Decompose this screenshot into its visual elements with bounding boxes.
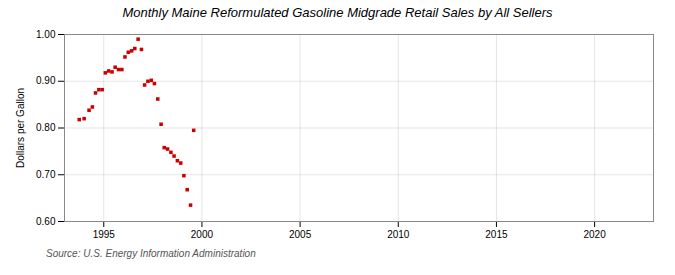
- html-text:Source: U.S. Energy Informatio: Source: U.S. Energy Information Administ…: [46, 248, 256, 259]
- svg-text:1995: 1995: [93, 229, 116, 240]
- svg-text:2010: 2010: [387, 229, 410, 240]
- svg-text:0.90: 0.90: [36, 75, 56, 86]
- svg-text:0.60: 0.60: [36, 216, 56, 227]
- svg-text:2005: 2005: [289, 229, 312, 240]
- svg-text:2015: 2015: [485, 229, 508, 240]
- svg-text:1.00: 1.00: [36, 29, 56, 40]
- html-text:Monthly Maine Reformulated Gas: Monthly Maine Reformulated Gasoline Midg…: [122, 5, 553, 20]
- svg-text:2020: 2020: [583, 229, 606, 240]
- svg-text:0.70: 0.70: [36, 169, 56, 180]
- svg-text:2000: 2000: [191, 229, 214, 240]
- svg-text:Dollars per Gallon: Dollars per Gallon: [15, 88, 26, 168]
- svg-text:0.80: 0.80: [36, 122, 56, 133]
